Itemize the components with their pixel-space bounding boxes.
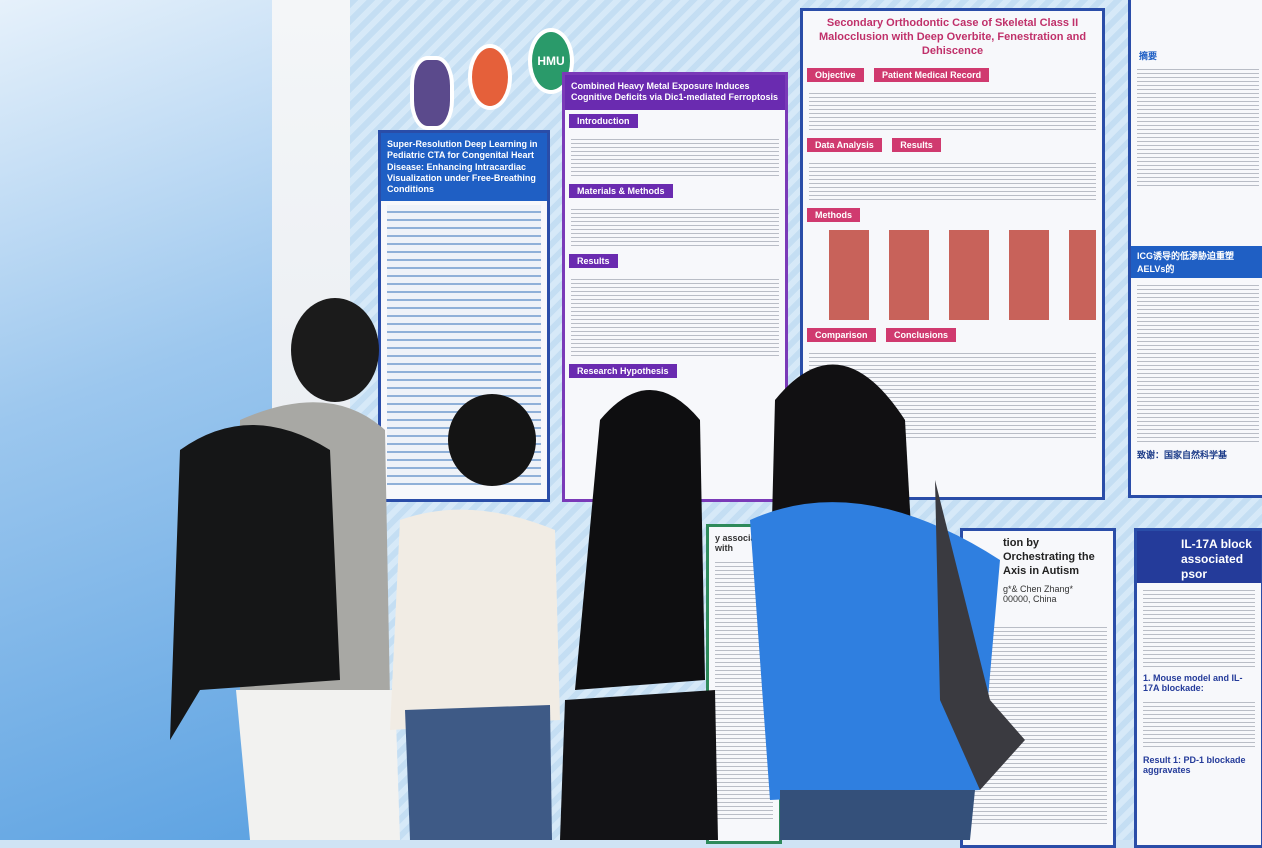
- left-display-panel: [0, 0, 272, 840]
- section-label: Research Hypothesis: [569, 363, 677, 378]
- section-label: Materials & Methods: [569, 183, 673, 198]
- address: 00000, China: [1003, 594, 1057, 605]
- poster-title: Super-Resolution Deep Learning in Pediat…: [381, 133, 547, 202]
- section-label: Comparison: [807, 328, 876, 343]
- section-label: Results: [892, 138, 941, 153]
- poster-title: Combined Heavy Metal Exposure Induces Co…: [565, 75, 785, 110]
- person-woman-white-top: [390, 394, 560, 840]
- section-label: Introduction: [569, 113, 638, 128]
- poster-title: IL-17A block associated psor: [1137, 531, 1261, 583]
- section-label: Methods: [807, 208, 860, 223]
- backpack: [170, 425, 340, 740]
- section-label: Data Analysis: [807, 138, 882, 153]
- result-heading: Result 1: PD-1 blockade aggravates: [1143, 755, 1246, 775]
- section-label: Patient Medical Record: [874, 68, 990, 83]
- poster-title: y associated with: [715, 533, 770, 553]
- poster-il17a: IL-17A block associated psor 1. Mouse mo…: [1134, 528, 1262, 848]
- list-item: 1. Mouse model and IL-17A blockade:: [1143, 673, 1243, 693]
- person-woman-long-hair: [560, 390, 718, 840]
- section-label: Conclusions: [886, 328, 957, 343]
- person-man-backpack: [170, 298, 400, 840]
- poster-autism: tion by Orchestrating the Axis in Autism…: [960, 528, 1116, 848]
- poster-chinese-aelvs: 摘要 ICG诱导的低渗胁迫重塑AELVs的 致谢：国家自然科学基: [1128, 0, 1262, 498]
- poster-title: tion by Orchestrating the Axis in Autism: [1003, 537, 1095, 577]
- section-heading: ICG诱导的低渗胁迫重塑AELVs的: [1131, 246, 1262, 278]
- acknowledgement: 致谢：国家自然科学基: [1137, 450, 1228, 460]
- abstract-label: 摘要: [1139, 51, 1158, 61]
- poster-title: Secondary Orthodontic Case of Skeletal C…: [818, 17, 1087, 57]
- authors: g*& Chen Zhang*: [1003, 584, 1074, 595]
- university-logo-1: [410, 56, 454, 130]
- person-woman-floral-shirt: [750, 364, 1025, 840]
- handbag: [935, 480, 1025, 790]
- section-label: Objective: [807, 68, 864, 83]
- section-label: Results: [569, 253, 618, 268]
- university-logo-2: [468, 44, 512, 110]
